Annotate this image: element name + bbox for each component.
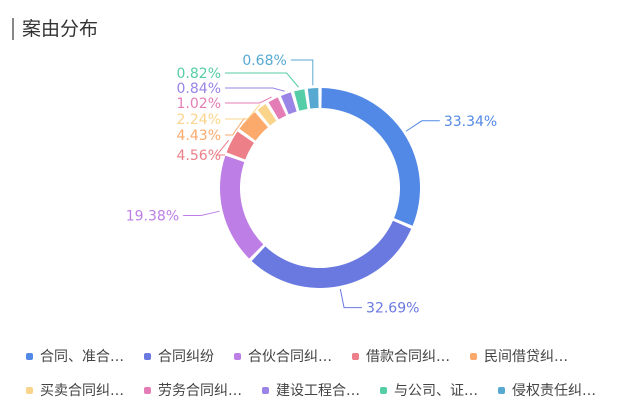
label-line-7 [225,87,285,92]
legend-item[interactable]: 侵权责任纠… [498,380,596,400]
legend-item[interactable]: 劳务合同纠… [144,380,242,400]
slice-7[interactable] [280,92,297,115]
slice-6[interactable] [268,97,287,120]
legend-label: 侵权责任纠… [512,383,596,399]
donut-chart: 33.34%32.69%19.38%4.56%4.43%2.24%1.02%0.… [126,53,497,317]
slice-8[interactable] [294,89,308,111]
legend-swatch [262,386,269,394]
label-line-1 [339,288,363,309]
legend-swatch [26,352,33,360]
legend-label: 建设工程合… [276,383,360,399]
legend-label: 合伙合同纠… [248,349,332,365]
label-line-0 [405,120,440,132]
legend-swatch [26,386,33,394]
legend-swatch [380,386,387,394]
data-label-0: 33.34% [444,114,497,130]
legend-item[interactable]: 买卖合同纠… [26,380,124,400]
legend-item[interactable]: 与公司、证… [380,380,478,400]
data-label-4: 4.43% [177,128,221,144]
slice-0[interactable] [321,88,420,226]
data-label-1: 32.69% [366,301,419,317]
label-line-3 [215,139,230,156]
legend-item[interactable]: 民间借贷纠… [470,346,568,366]
chart-title: 案由分布 [12,18,98,40]
data-label-6: 1.02% [177,96,221,112]
legend-item[interactable]: 合同、准合… [26,346,124,366]
legend-swatch [470,352,477,360]
legend-label: 合同纠纷 [158,349,214,365]
slice-3[interactable] [226,131,254,160]
data-label-2: 19.38% [126,208,179,224]
data-label-7: 0.84% [177,81,221,97]
legend-swatch [144,352,151,360]
legend-label: 劳务合同纠… [158,383,242,399]
label-line-2 [183,210,220,216]
legend-swatch [234,352,241,360]
legend-label: 与公司、证… [394,383,478,399]
legend-label: 借款合同纠… [366,349,450,365]
legend-label: 合同、准合… [40,349,124,365]
legend-item[interactable]: 借款合同纠… [352,346,450,366]
legend-swatch [144,386,151,394]
label-line-6 [225,96,272,104]
slice-4[interactable] [239,112,268,141]
data-label-9: 0.68% [242,53,286,69]
legend-swatch [498,386,505,394]
slice-5[interactable] [257,104,277,126]
label-line-9 [290,59,314,86]
data-label-5: 2.24% [177,112,221,128]
data-label-3: 4.56% [177,148,221,164]
legend-item[interactable]: 建设工程合… [262,380,360,400]
legend-item[interactable]: 合伙合同纠… [234,346,332,366]
label-line-4 [225,117,245,136]
slice-2[interactable] [219,155,264,259]
slice-9[interactable] [307,88,319,109]
label-line-5 [225,104,261,120]
legend: 合同、准合… 合同纠纷 合伙合同纠… 借款合同纠… 民间借贷纠… 买卖合同纠… 劳务合同纠…… [26,346,636,400]
data-label-8: 0.82% [177,66,221,82]
legend-item[interactable]: 合同纠纷 [144,346,214,366]
legend-swatch [352,352,359,360]
slice-1[interactable] [251,220,412,288]
legend-label: 民间借贷纠… [484,349,568,365]
legend-label: 买卖合同纠… [40,383,124,399]
label-line-8 [225,72,299,88]
